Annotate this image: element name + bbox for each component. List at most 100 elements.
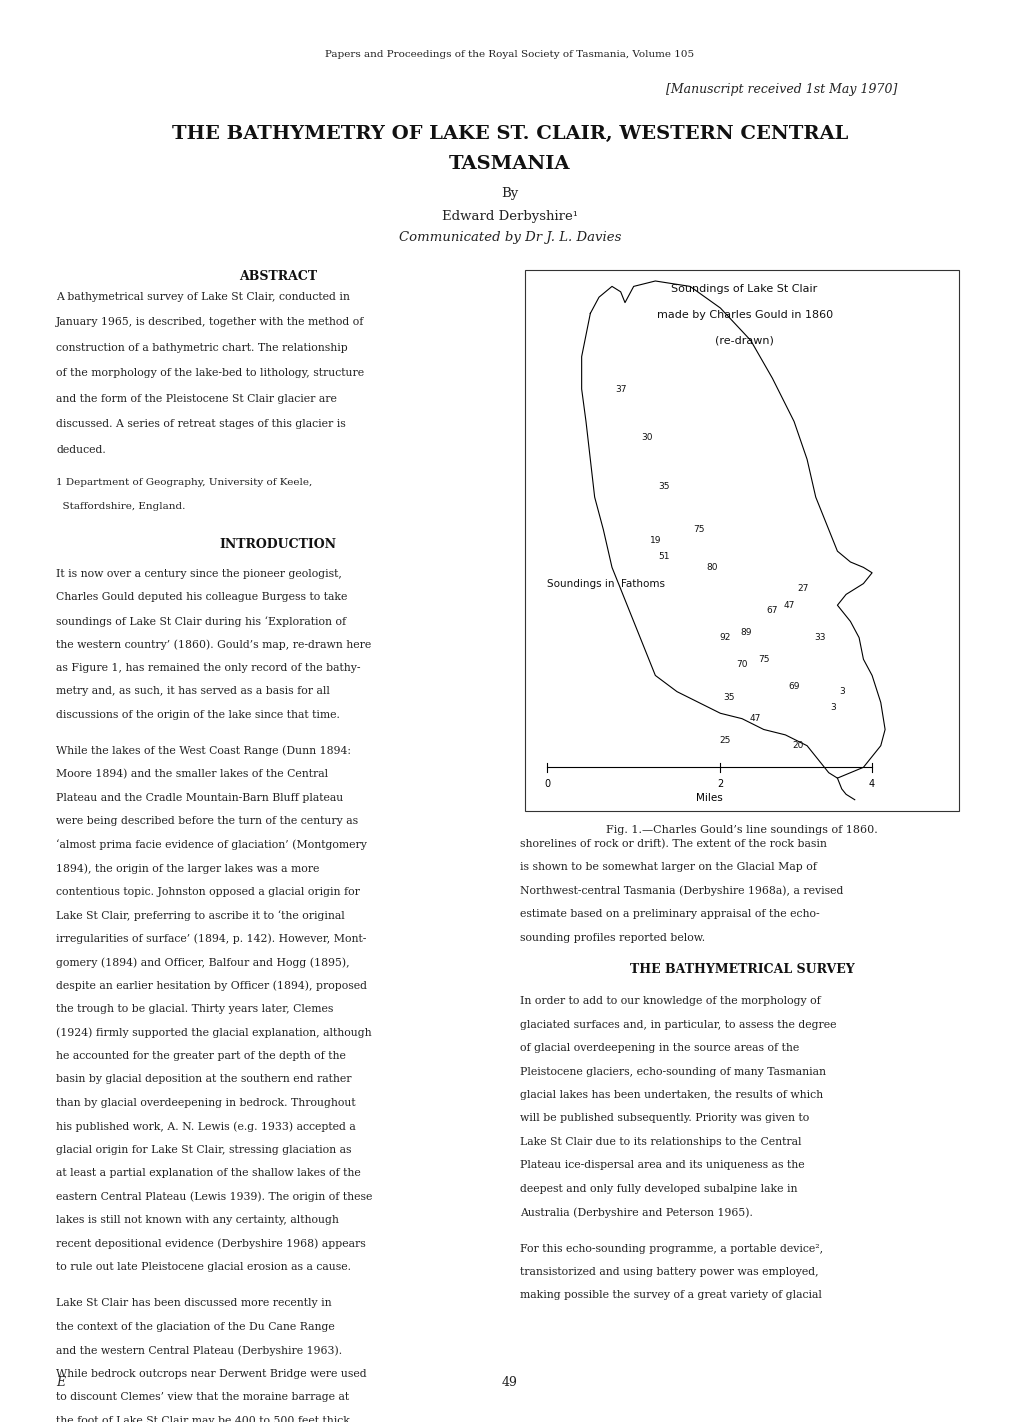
Text: Lake St Clair has been discussed more recently in: Lake St Clair has been discussed more re… bbox=[56, 1298, 331, 1308]
Text: irregularities of surface’ (1894, p. 142). However, Mont-: irregularities of surface’ (1894, p. 142… bbox=[56, 934, 366, 944]
Text: A bathymetrical survey of Lake St Clair, conducted in: A bathymetrical survey of Lake St Clair,… bbox=[56, 292, 350, 301]
Text: the trough to be glacial. Thirty years later, Clemes: the trough to be glacial. Thirty years l… bbox=[56, 1004, 333, 1014]
Text: 20: 20 bbox=[792, 741, 803, 751]
Text: 3: 3 bbox=[838, 687, 844, 697]
Text: Fig. 1.—Charles Gould’s line soundings of 1860.: Fig. 1.—Charles Gould’s line soundings o… bbox=[605, 825, 877, 835]
Text: 89: 89 bbox=[740, 627, 751, 637]
Text: 70: 70 bbox=[736, 660, 747, 670]
Text: ‘almost prima facie evidence of glaciation’ (Montgomery: ‘almost prima facie evidence of glaciati… bbox=[56, 839, 367, 850]
Text: his published work, A. N. Lewis (e.g. 1933) accepted a: his published work, A. N. Lewis (e.g. 19… bbox=[56, 1122, 356, 1132]
Text: 67: 67 bbox=[766, 606, 777, 616]
Text: 37: 37 bbox=[614, 384, 626, 394]
Text: January 1965, is described, together with the method of: January 1965, is described, together wit… bbox=[56, 317, 364, 327]
Text: discussed. A series of retreat stages of this glacier is: discussed. A series of retreat stages of… bbox=[56, 419, 345, 429]
Text: were being described before the turn of the century as: were being described before the turn of … bbox=[56, 816, 358, 826]
Text: contentious topic. Johnston opposed a glacial origin for: contentious topic. Johnston opposed a gl… bbox=[56, 887, 360, 897]
Text: Edward Derbyshire¹: Edward Derbyshire¹ bbox=[441, 209, 578, 223]
Text: of the morphology of the lake-bed to lithology, structure: of the morphology of the lake-bed to lit… bbox=[56, 368, 364, 378]
Text: 47: 47 bbox=[749, 714, 760, 724]
Text: While bedrock outcrops near Derwent Bridge were used: While bedrock outcrops near Derwent Brid… bbox=[56, 1369, 367, 1379]
Text: 51: 51 bbox=[657, 552, 669, 562]
Text: shorelines of rock or drift). The extent of the rock basin: shorelines of rock or drift). The extent… bbox=[520, 839, 826, 849]
Text: E: E bbox=[56, 1375, 65, 1389]
Text: 75: 75 bbox=[757, 654, 768, 664]
Text: 3: 3 bbox=[829, 704, 836, 712]
Text: construction of a bathymetric chart. The relationship: construction of a bathymetric chart. The… bbox=[56, 343, 347, 353]
Text: soundings of Lake St Clair during his ‘Exploration of: soundings of Lake St Clair during his ‘E… bbox=[56, 616, 345, 627]
Text: 25: 25 bbox=[718, 735, 730, 745]
Text: 30: 30 bbox=[640, 434, 652, 442]
Text: the western country’ (1860). Gould’s map, re-drawn here: the western country’ (1860). Gould’s map… bbox=[56, 640, 371, 650]
Text: the context of the glaciation of the Du Cane Range: the context of the glaciation of the Du … bbox=[56, 1322, 334, 1332]
Text: the foot of Lake St Clair may be 400 to 500 feet thick,: the foot of Lake St Clair may be 400 to … bbox=[56, 1416, 354, 1422]
Text: he accounted for the greater part of the depth of the: he accounted for the greater part of the… bbox=[56, 1051, 345, 1061]
Text: Soundings in  Fathoms: Soundings in Fathoms bbox=[546, 579, 664, 589]
Text: Moore 1894) and the smaller lakes of the Central: Moore 1894) and the smaller lakes of the… bbox=[56, 769, 328, 779]
Text: 69: 69 bbox=[788, 681, 799, 691]
Text: and the western Central Plateau (Derbyshire 1963).: and the western Central Plateau (Derbysh… bbox=[56, 1345, 342, 1355]
Text: than by glacial overdeepening in bedrock. Throughout: than by glacial overdeepening in bedrock… bbox=[56, 1098, 356, 1108]
Text: Lake St Clair due to its relationships to the Central: Lake St Clair due to its relationships t… bbox=[520, 1138, 801, 1148]
Text: For this echo-sounding programme, a portable device²,: For this echo-sounding programme, a port… bbox=[520, 1244, 822, 1254]
Text: deduced.: deduced. bbox=[56, 445, 106, 455]
Text: 1 Department of Geography, University of Keele,: 1 Department of Geography, University of… bbox=[56, 478, 312, 486]
Text: Australia (Derbyshire and Peterson 1965).: Australia (Derbyshire and Peterson 1965)… bbox=[520, 1207, 752, 1217]
Text: to discount Clemes’ view that the moraine barrage at: to discount Clemes’ view that the morain… bbox=[56, 1392, 348, 1402]
Text: INTRODUCTION: INTRODUCTION bbox=[219, 538, 336, 550]
Text: Soundings of Lake St Clair: Soundings of Lake St Clair bbox=[671, 284, 817, 294]
Text: 2: 2 bbox=[716, 779, 722, 789]
Text: (1924) firmly supported the glacial explanation, although: (1924) firmly supported the glacial expl… bbox=[56, 1028, 371, 1038]
Text: Communicated by Dr J. L. Davies: Communicated by Dr J. L. Davies bbox=[398, 230, 621, 245]
Text: despite an earlier hesitation by Officer (1894), proposed: despite an earlier hesitation by Officer… bbox=[56, 981, 367, 991]
Text: Plateau ice-dispersal area and its uniqueness as the: Plateau ice-dispersal area and its uniqu… bbox=[520, 1160, 804, 1170]
Text: [Manuscript received 1st May 1970]: [Manuscript received 1st May 1970] bbox=[665, 82, 897, 97]
Text: 35: 35 bbox=[722, 693, 734, 701]
Text: glacial lakes has been undertaken, the results of which: glacial lakes has been undertaken, the r… bbox=[520, 1091, 822, 1101]
Text: recent depositional evidence (Derbyshire 1968) appears: recent depositional evidence (Derbyshire… bbox=[56, 1239, 366, 1249]
Text: estimate based on a preliminary appraisal of the echo-: estimate based on a preliminary appraisa… bbox=[520, 910, 819, 920]
Text: TASMANIA: TASMANIA bbox=[448, 155, 571, 172]
Text: eastern Central Plateau (Lewis 1939). The origin of these: eastern Central Plateau (Lewis 1939). Th… bbox=[56, 1192, 372, 1202]
Text: to rule out late Pleistocene glacial erosion as a cause.: to rule out late Pleistocene glacial ero… bbox=[56, 1263, 351, 1273]
Text: Pleistocene glaciers, echo-sounding of many Tasmanian: Pleistocene glaciers, echo-sounding of m… bbox=[520, 1066, 825, 1076]
Text: THE BATHYMETRY OF LAKE ST. CLAIR, WESTERN CENTRAL: THE BATHYMETRY OF LAKE ST. CLAIR, WESTER… bbox=[172, 125, 847, 142]
Text: made by Charles Gould in 1860: made by Charles Gould in 1860 bbox=[656, 310, 832, 320]
Text: By: By bbox=[501, 186, 518, 201]
Text: at least a partial explanation of the shallow lakes of the: at least a partial explanation of the sh… bbox=[56, 1169, 361, 1179]
Text: 35: 35 bbox=[657, 482, 669, 491]
Text: of glacial overdeepening in the source areas of the: of glacial overdeepening in the source a… bbox=[520, 1044, 799, 1054]
Text: and the form of the Pleistocene St Clair glacier are: and the form of the Pleistocene St Clair… bbox=[56, 394, 336, 404]
Text: discussions of the origin of the lake since that time.: discussions of the origin of the lake si… bbox=[56, 710, 339, 720]
Text: basin by glacial deposition at the southern end rather: basin by glacial deposition at the south… bbox=[56, 1075, 352, 1085]
Text: ABSTRACT: ABSTRACT bbox=[238, 270, 317, 283]
Text: Charles Gould deputed his colleague Burgess to take: Charles Gould deputed his colleague Burg… bbox=[56, 593, 347, 603]
Text: Lake St Clair, preferring to ascribe it to ‘the original: Lake St Clair, preferring to ascribe it … bbox=[56, 910, 344, 921]
Text: In order to add to our knowledge of the morphology of: In order to add to our knowledge of the … bbox=[520, 997, 820, 1007]
Text: 0: 0 bbox=[543, 779, 549, 789]
Text: will be published subsequently. Priority was given to: will be published subsequently. Priority… bbox=[520, 1113, 809, 1123]
Text: gomery (1894) and Officer, Balfour and Hogg (1895),: gomery (1894) and Officer, Balfour and H… bbox=[56, 957, 350, 967]
Text: 1894), the origin of the larger lakes was a more: 1894), the origin of the larger lakes wa… bbox=[56, 863, 319, 873]
Text: 47: 47 bbox=[784, 600, 795, 610]
Text: is shown to be somewhat larger on the Glacial Map of: is shown to be somewhat larger on the Gl… bbox=[520, 862, 816, 873]
Text: While the lakes of the West Coast Range (Dunn 1894:: While the lakes of the West Coast Range … bbox=[56, 745, 351, 757]
Text: 33: 33 bbox=[813, 633, 825, 643]
Text: making possible the survey of a great variety of glacial: making possible the survey of a great va… bbox=[520, 1291, 821, 1301]
Text: 27: 27 bbox=[796, 584, 808, 593]
Text: 19: 19 bbox=[649, 536, 660, 545]
Text: transistorized and using battery power was employed,: transistorized and using battery power w… bbox=[520, 1267, 818, 1277]
Text: 75: 75 bbox=[692, 525, 704, 535]
Text: Plateau and the Cradle Mountain-Barn Bluff plateau: Plateau and the Cradle Mountain-Barn Blu… bbox=[56, 792, 343, 803]
Text: (re-drawn): (re-drawn) bbox=[714, 336, 773, 346]
FancyBboxPatch shape bbox=[525, 270, 958, 811]
Text: glacial origin for Lake St Clair, stressing glaciation as: glacial origin for Lake St Clair, stress… bbox=[56, 1145, 352, 1155]
Text: THE BATHYMETRICAL SURVEY: THE BATHYMETRICAL SURVEY bbox=[629, 964, 854, 977]
Text: deepest and only fully developed subalpine lake in: deepest and only fully developed subalpi… bbox=[520, 1185, 797, 1194]
Text: Miles: Miles bbox=[696, 793, 722, 803]
Text: 4: 4 bbox=[868, 779, 874, 789]
Text: metry and, as such, it has served as a basis for all: metry and, as such, it has served as a b… bbox=[56, 685, 330, 697]
Text: It is now over a century since the pioneer geologist,: It is now over a century since the pione… bbox=[56, 569, 341, 579]
Text: Northwest-central Tasmania (Derbyshire 1968a), a revised: Northwest-central Tasmania (Derbyshire 1… bbox=[520, 886, 843, 896]
Text: 92: 92 bbox=[718, 633, 730, 643]
Text: glaciated surfaces and, in particular, to assess the degree: glaciated surfaces and, in particular, t… bbox=[520, 1020, 836, 1030]
